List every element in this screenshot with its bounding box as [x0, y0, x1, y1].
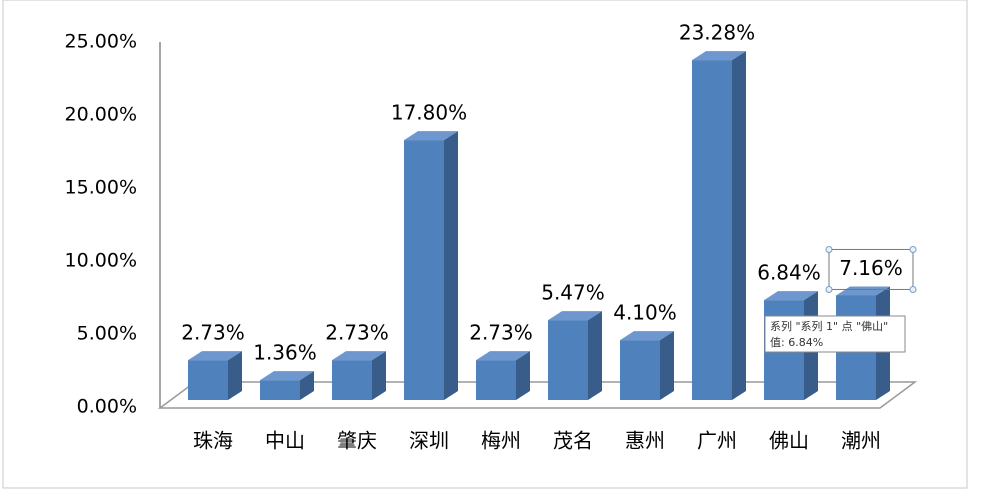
bars — [188, 51, 890, 400]
bar-side — [300, 371, 314, 400]
x-tick-label: 梅州 — [481, 429, 521, 453]
x-tick-label: 潮州 — [841, 429, 881, 453]
bar-top — [476, 351, 530, 361]
bar-top — [548, 311, 602, 321]
value-label: 2.73% — [181, 321, 245, 345]
y-tick-label: 15.00% — [65, 177, 137, 199]
bar — [620, 340, 660, 400]
x-tick-label: 珠海 — [193, 429, 233, 453]
bar-side — [228, 351, 242, 400]
y-tick-label: 20.00% — [65, 104, 137, 126]
x-tick-label: 肇庆 — [337, 429, 377, 453]
bar-top — [620, 331, 674, 341]
bar — [188, 360, 228, 400]
bar — [548, 320, 588, 400]
bar-side — [732, 51, 746, 400]
selection-handle — [909, 245, 917, 253]
value-label: 4.10% — [613, 301, 677, 325]
bar-top — [404, 131, 458, 141]
selection-handle — [909, 285, 917, 293]
selected-label-box — [828, 248, 914, 290]
y-tick-label: 10.00% — [65, 250, 137, 272]
tooltip-line: 值: 6.84% — [770, 336, 823, 349]
chart-frame — [2, 0, 968, 489]
value-label: 23.28% — [679, 21, 755, 45]
value-label: 6.84% — [757, 261, 821, 285]
value-label: 7.16% — [839, 256, 903, 280]
x-tick-label: 惠州 — [625, 429, 665, 453]
value-label: 2.73% — [469, 321, 533, 345]
bar-side — [372, 351, 386, 400]
bar-side — [588, 311, 602, 400]
bar-side — [660, 331, 674, 400]
selection-handle — [825, 245, 833, 253]
bar-top — [332, 351, 386, 361]
bar — [476, 360, 516, 400]
bar-top — [836, 286, 890, 296]
x-tick-label: 中山 — [265, 429, 305, 453]
bar — [404, 140, 444, 400]
value-label: 1.36% — [253, 341, 317, 365]
tooltip-line: 系列 "系列 1" 点 "佛山" — [770, 319, 888, 333]
bar — [692, 60, 732, 400]
x-tick-label: 深圳 — [409, 429, 449, 453]
bar — [332, 360, 372, 400]
tooltip-box — [764, 315, 906, 353]
value-label: 5.47% — [541, 281, 605, 305]
value-label: 2.73% — [325, 321, 389, 345]
bar-top — [188, 351, 242, 361]
value-label: 17.80% — [391, 101, 467, 125]
bar-top — [764, 291, 818, 301]
y-tick-label: 0.00% — [77, 396, 137, 418]
x-tick-label: 茂名 — [553, 429, 593, 453]
bar-top — [260, 371, 314, 381]
y-tick-label: 25.00% — [65, 31, 137, 53]
x-tick-label: 广州 — [697, 429, 737, 453]
bar-side — [516, 351, 530, 400]
y-tick-label: 5.00% — [77, 323, 137, 345]
bar-top — [692, 51, 746, 61]
x-tick-label: 佛山 — [769, 429, 809, 453]
bar — [260, 380, 300, 400]
bar-side — [444, 131, 458, 400]
selection-handle — [825, 285, 833, 293]
